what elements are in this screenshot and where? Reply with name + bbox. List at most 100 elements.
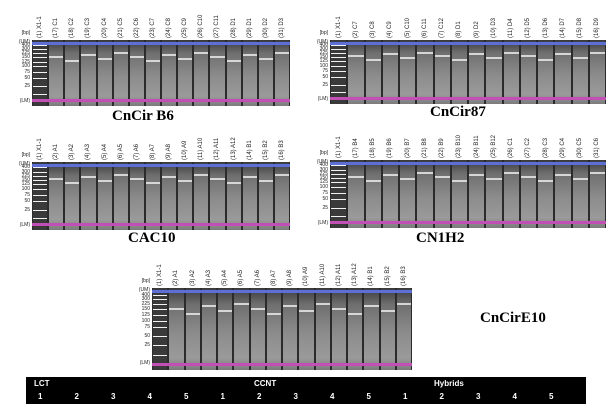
lower-marker-band [225,99,242,102]
lane-label: (17) C1 [53,17,60,38]
axis-unit: [bp] [21,152,30,158]
lane-label: (9) D2 [473,21,480,38]
upper-marker-band [554,162,572,165]
upper-marker-band [209,42,226,45]
lower-marker-band [330,221,348,224]
amplicon-band [210,178,225,181]
upper-marker-band [48,42,65,45]
lower-marker-band [64,99,81,102]
ladder-band [153,355,168,357]
lower-marker-band [80,99,97,102]
axis-tick-label: 75 [24,68,30,75]
legend-sample-number: 4 [512,392,517,401]
lower-marker-band [96,223,113,226]
lower-marker-band [209,223,226,226]
lower-marker-band [554,221,572,224]
ladder-band [33,86,48,88]
amplicon-band [538,59,554,62]
lower-marker-band [537,221,555,224]
upper-marker-band [330,290,347,293]
upper-marker-band [347,290,364,293]
lane-fill [331,40,347,104]
gel-image [32,162,290,230]
amplicon-band [266,312,281,315]
lower-marker-band [144,99,161,102]
upper-marker-band [96,42,113,45]
sample-lane [468,160,486,228]
lane-fill [382,160,398,228]
panel-title: CN1H2 [416,230,465,246]
amplicon-band [81,176,96,179]
lane-label: (15) D8 [577,17,584,38]
panel-title: CnCirE10 [480,310,546,326]
lane-fill [194,162,209,230]
ladder-band [331,187,347,189]
lower-marker-band [273,99,290,102]
upper-marker-band [273,164,290,167]
amplicon-band [382,174,398,177]
amplicon-band [572,178,588,181]
lane-fill [331,160,347,228]
sample-lane [347,40,365,104]
amplicon-band [201,305,216,308]
amplicon-band [520,55,536,58]
upper-marker-band [485,162,503,165]
upper-marker-band [330,162,348,165]
amplicon-band [274,174,289,177]
ladder-band [331,182,347,184]
lane-fill [113,162,128,230]
axis-unit: [bp] [319,150,328,156]
amplicon-band [194,174,209,177]
sample-lane [364,40,382,104]
upper-marker-band [347,42,365,45]
axis-tick-label: 300 [319,45,328,52]
axis-tick-label: 100 [21,186,30,193]
lane-label: (6) A5 [117,143,124,160]
lane-label: (2) A1 [53,143,60,160]
lower-marker-band [112,223,129,226]
amplicon-band [129,178,144,181]
axis-tick-label: 300 [21,168,30,175]
axis-tick-label: 25 [322,204,328,211]
sample-lane [225,40,242,106]
sample-lane [257,40,274,106]
lower-marker-band [537,97,555,100]
lane-fill [129,40,144,106]
lane-label: (9) A8 [287,269,294,286]
lane-label: (3) A2 [69,143,76,160]
ladder-band [33,45,48,47]
axis-tick-label: (UM) [138,287,150,294]
lane-fill [331,288,346,370]
amplicon-band [283,305,298,308]
lane-fill [274,162,289,230]
ladder-band [33,194,48,196]
amplicon-band [234,302,249,305]
lower-marker-band [265,363,282,366]
lower-marker-band [433,97,451,100]
ladder-lane [330,40,348,104]
sample-lane [537,40,555,104]
lower-marker-band [485,221,503,224]
axis-tick-label: 150 [141,306,150,313]
lane-fill [520,160,536,228]
upper-marker-band [193,42,210,45]
lane-label: (26) C1 [508,137,515,158]
ladder-band [153,309,168,311]
lower-marker-band [571,97,589,100]
ladder-band [331,169,347,171]
upper-marker-band [112,164,129,167]
lane-fill [400,160,416,228]
amplicon-band [226,59,241,62]
upper-marker-band [168,290,185,293]
lane-fill [348,160,364,228]
sample-lane [502,160,520,228]
sample-lane [177,40,194,106]
ladder-band [33,66,48,68]
lane-label: (14) B1 [246,140,253,160]
lower-marker-band [32,223,49,226]
sample-lane [282,288,299,370]
axis-tick-label: 400 [141,291,150,298]
sample-lane [381,40,399,104]
amplicon-band [365,180,381,183]
ladder-band [153,345,168,347]
